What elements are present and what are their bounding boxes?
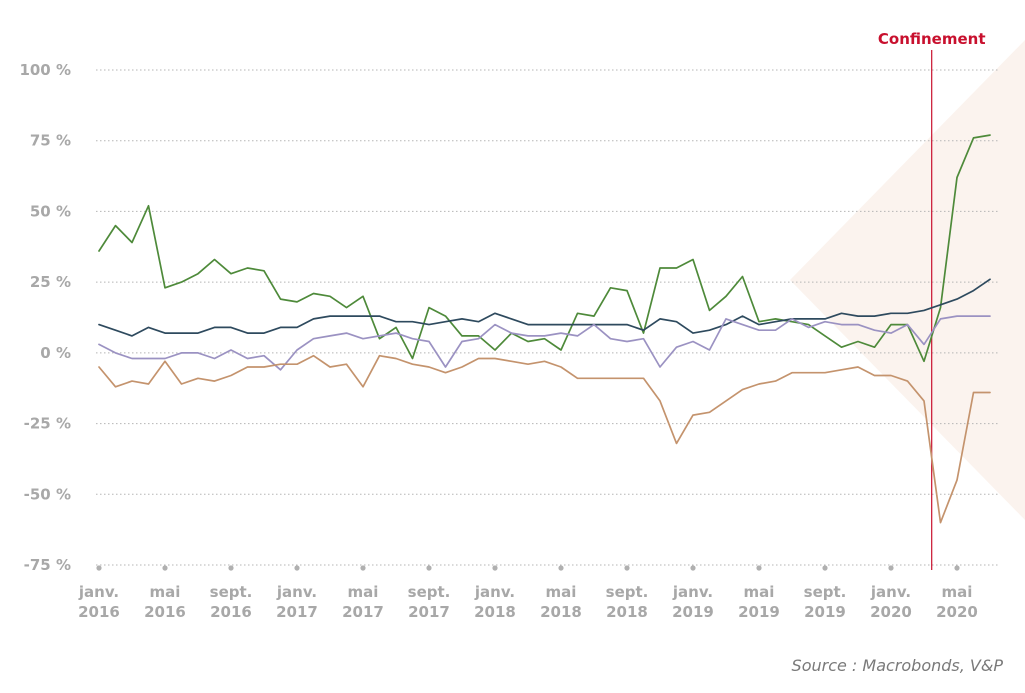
x-tick-dot: [954, 565, 960, 571]
y-tick-label: -50 %: [24, 485, 71, 503]
x-tick-year: 2017: [408, 603, 450, 621]
background-decoration: [790, 40, 1025, 520]
x-tick-dot: [96, 565, 102, 571]
y-tick-label: 0 %: [40, 344, 71, 362]
x-tick-month: mai: [348, 583, 379, 601]
x-tick-month: sept.: [408, 583, 451, 601]
y-tick-label: -75 %: [24, 556, 71, 574]
x-tick-month: sept.: [804, 583, 847, 601]
x-tick-month: janv.: [78, 583, 119, 601]
x-tick-dot: [558, 565, 564, 571]
x-tick-dot: [426, 565, 432, 571]
x-tick-year: 2019: [738, 603, 780, 621]
x-tick-dot: [822, 565, 828, 571]
x-tick-dot: [492, 565, 498, 571]
x-tick-dot: [294, 565, 300, 571]
x-tick-dot: [756, 565, 762, 571]
x-axis-ticks: janv. 2016 mai 2016 sept. 2016 janv. 2017 mai 201…: [78, 565, 978, 621]
x-tick-year: 2018: [540, 603, 582, 621]
x-tick-month: janv.: [276, 583, 317, 601]
x-tick-month: sept.: [606, 583, 649, 601]
x-tick-month: mai: [744, 583, 775, 601]
series-line-2: [98, 278, 991, 337]
source-note: Source : Macrobonds, V&P: [791, 656, 1003, 675]
x-tick-dot: [360, 565, 366, 571]
x-tick-year: 2018: [606, 603, 648, 621]
x-tick-year: 2016: [144, 603, 186, 621]
x-tick-dot: [690, 565, 696, 571]
x-tick-dot: [888, 565, 894, 571]
y-tick-label: 25 %: [30, 273, 71, 291]
x-tick-year: 2016: [210, 603, 252, 621]
x-tick-year: 2018: [474, 603, 516, 621]
y-tick-label: 75 %: [30, 132, 71, 150]
grid-lines: [96, 69, 1000, 566]
x-tick-year: 2020: [936, 603, 978, 621]
confinement-label: Confinement: [878, 30, 986, 48]
x-tick-dot: [162, 565, 168, 571]
confinement-annotation: Confinement: [878, 30, 986, 570]
series-line-1: [98, 134, 991, 363]
x-tick-month: mai: [942, 583, 973, 601]
y-tick-label: 100 %: [19, 61, 71, 79]
x-tick-month: mai: [546, 583, 577, 601]
x-tick-month: mai: [150, 583, 181, 601]
y-tick-label: -25 %: [24, 415, 71, 433]
x-tick-year: 2016: [78, 603, 120, 621]
x-tick-month: janv.: [870, 583, 911, 601]
series-lines: [98, 134, 991, 524]
x-tick-year: 2017: [342, 603, 384, 621]
x-tick-month: janv.: [474, 583, 515, 601]
x-tick-year: 2019: [804, 603, 846, 621]
y-tick-label: 50 %: [30, 202, 71, 220]
x-tick-year: 2017: [276, 603, 318, 621]
series-line-4: [98, 354, 991, 524]
x-tick-month: janv.: [672, 583, 713, 601]
x-tick-year: 2019: [672, 603, 714, 621]
x-tick-month: sept.: [210, 583, 253, 601]
x-tick-year: 2020: [870, 603, 912, 621]
series-line-3: [98, 315, 991, 371]
x-tick-dot: [624, 565, 630, 571]
y-axis-ticks: -75 % -50 % -25 % 0 % 25 % 50 % 75 % 100 %: [19, 61, 71, 574]
x-tick-dot: [228, 565, 234, 571]
